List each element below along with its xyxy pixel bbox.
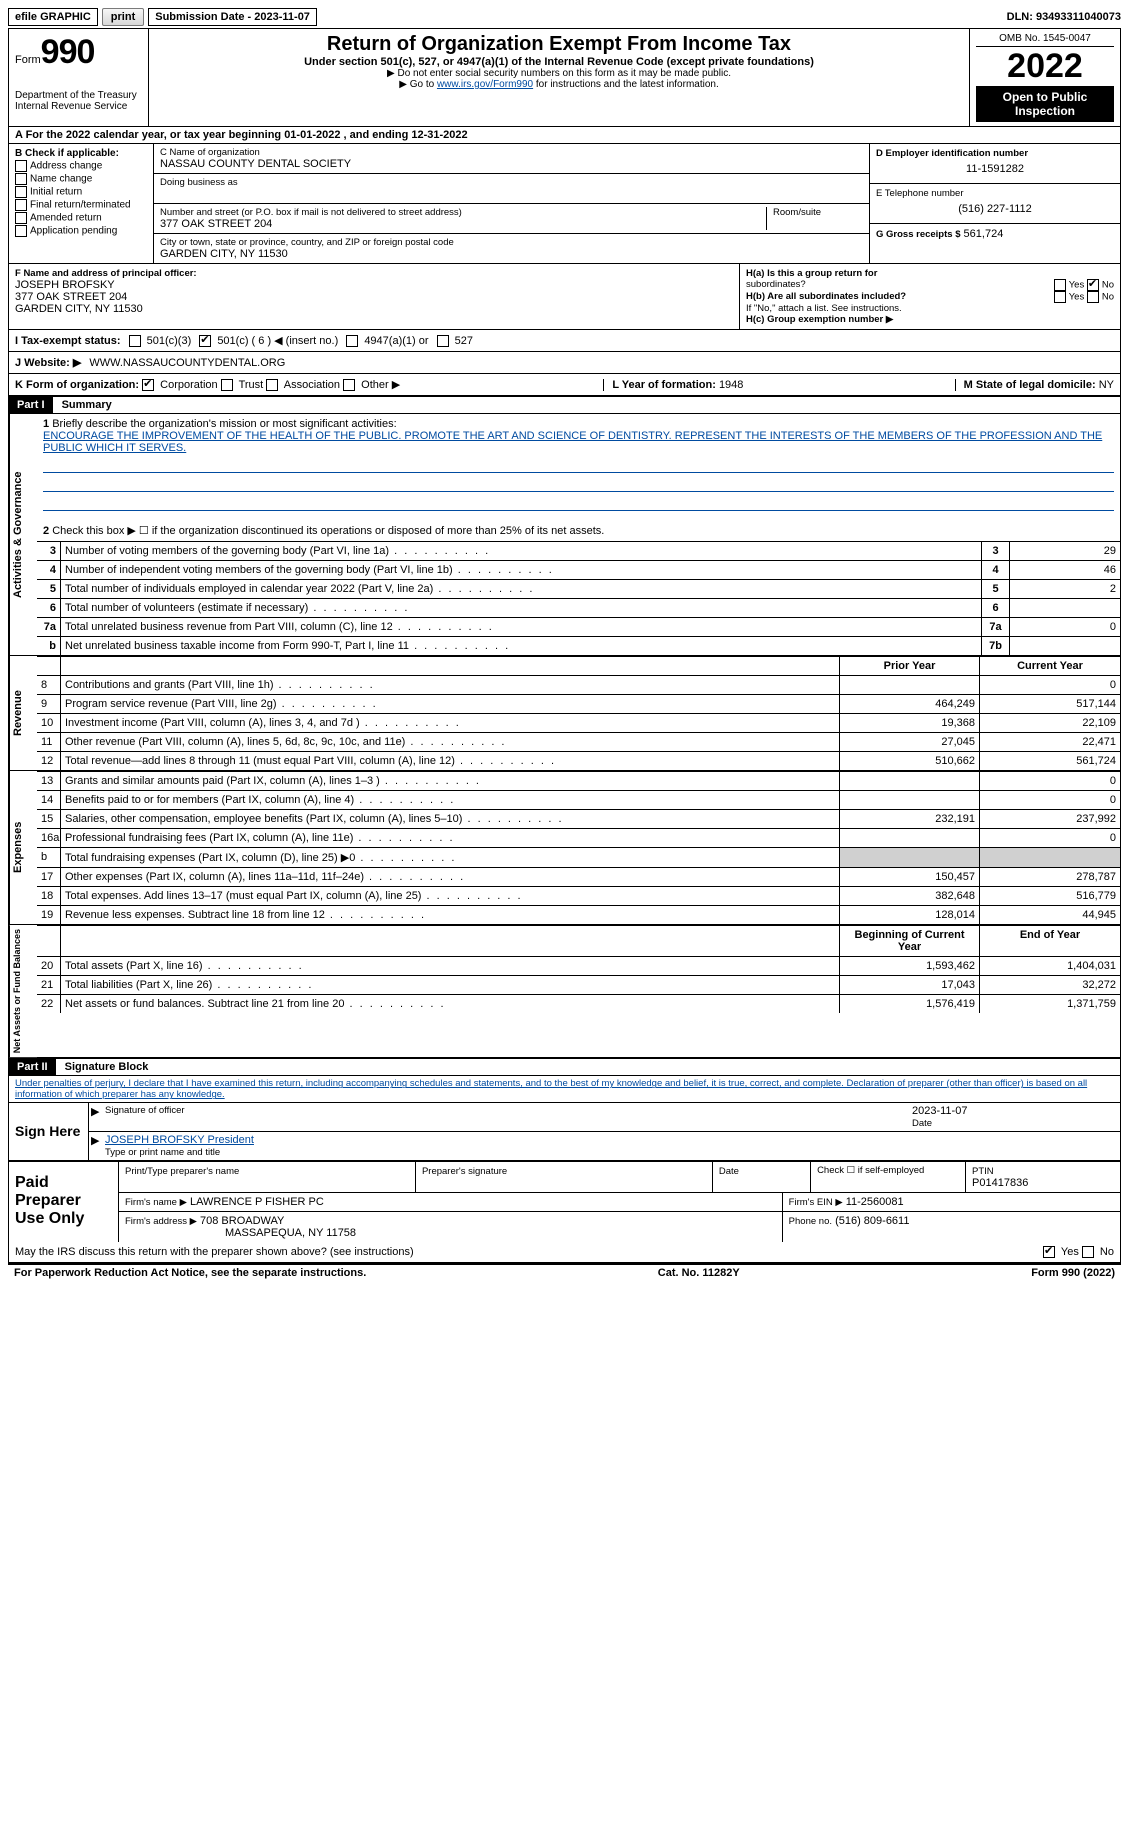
d-label: D Employer identification number xyxy=(876,148,1114,159)
section-bcd: B Check if applicable: Address change Na… xyxy=(9,144,1120,264)
revenue-section: Revenue Prior Year Current Year 8Contrib… xyxy=(9,656,1120,771)
addr-label: Number and street (or P.O. box if mail i… xyxy=(160,207,766,218)
c-name-block: C Name of organization NASSAU COUNTY DEN… xyxy=(154,144,870,263)
netassets-section: Net Assets or Fund Balances Beginning of… xyxy=(9,925,1120,1058)
tax-year: 2022 xyxy=(976,47,1114,86)
q2-block: 2 Check this box ▶ ☐ if the organization… xyxy=(37,519,1120,541)
efile-label: efile GRAPHIC xyxy=(8,8,98,26)
mission-text: ENCOURAGE THE IMPROVEMENT OF THE HEALTH … xyxy=(43,430,1102,454)
dept-label: Department of the Treasury xyxy=(15,90,142,101)
b-check-column: B Check if applicable: Address change Na… xyxy=(9,144,154,263)
g-label: G Gross receipts $ xyxy=(876,229,960,240)
room-label: Room/suite xyxy=(773,207,863,218)
form-container: Form990 Department of the Treasury Inter… xyxy=(8,28,1121,1264)
ein-value: 11-1591282 xyxy=(876,159,1114,179)
may-irs-row: May the IRS discuss this return with the… xyxy=(9,1242,1120,1263)
dln-label: DLN: 93493311040073 xyxy=(1007,11,1121,23)
check-initial-return[interactable]: Initial return xyxy=(15,186,147,198)
k-row: K Form of organization: Corporation Trus… xyxy=(9,374,1120,396)
paid-preparer-block: Paid Preparer Use Only Print/Type prepar… xyxy=(9,1161,1120,1242)
check-address-change[interactable]: Address change xyxy=(15,160,147,172)
omb-number: OMB No. 1545-0047 xyxy=(976,33,1114,47)
expenses-section: Expenses 13Grants and similar amounts pa… xyxy=(9,771,1120,925)
section-a: A For the 2022 calendar year, or tax yea… xyxy=(9,127,1120,144)
check-amended-return[interactable]: Amended return xyxy=(15,212,147,224)
f-label: F Name and address of principal officer: xyxy=(15,268,733,279)
org-name: NASSAU COUNTY DENTAL SOCIETY xyxy=(160,158,863,170)
dba-label: Doing business as xyxy=(160,177,863,188)
d-block: D Employer identification number 11-1591… xyxy=(870,144,1120,263)
page-footer: For Paperwork Reduction Act Notice, see … xyxy=(8,1264,1121,1281)
officer-print-name: JOSEPH BROFSKY President xyxy=(105,1134,254,1146)
form-title: Return of Organization Exempt From Incom… xyxy=(155,33,963,56)
b-label: B Check if applicable: xyxy=(15,148,147,159)
section-fh: F Name and address of principal officer:… xyxy=(9,264,1120,330)
street-address: 377 OAK STREET 204 xyxy=(160,218,766,230)
gross-receipts: 561,724 xyxy=(964,228,1004,240)
i-row: I Tax-exempt status: 501(c)(3) 501(c) ( … xyxy=(9,330,1120,352)
check-application-pending[interactable]: Application pending xyxy=(15,225,147,237)
vtab-exp: Expenses xyxy=(9,771,37,924)
print-button[interactable]: print xyxy=(102,8,144,26)
title-block: Return of Organization Exempt From Incom… xyxy=(149,29,970,126)
check-name-change[interactable]: Name change xyxy=(15,173,147,185)
f-officer-block: F Name and address of principal officer:… xyxy=(9,264,740,329)
vtab-rev: Revenue xyxy=(9,656,37,770)
e-label: E Telephone number xyxy=(876,188,1114,199)
j-row: J Website: ▶ WWW.NASSAUCOUNTYDENTAL.ORG xyxy=(9,352,1120,374)
city-value: GARDEN CITY, NY 11530 xyxy=(160,248,863,260)
form-id-block: Form990 Department of the Treasury Inter… xyxy=(9,29,149,126)
gov-section: Activities & Governance 1 Briefly descri… xyxy=(9,414,1120,656)
officer-addr2: GARDEN CITY, NY 11530 xyxy=(15,303,733,315)
irs-label: Internal Revenue Service xyxy=(15,101,142,112)
part2-header: Part II Signature Block xyxy=(9,1058,1120,1076)
sign-here-block: Sign Here Signature of officer 2023-11-0… xyxy=(9,1102,1120,1161)
declaration-text: Under penalties of perjury, I declare th… xyxy=(9,1076,1120,1102)
form-subtitle: Under section 501(c), 527, or 4947(a)(1)… xyxy=(155,56,963,68)
h-block: H(a) Is this a group return for subordin… xyxy=(740,264,1120,329)
vtab-gov: Activities & Governance xyxy=(9,414,37,655)
top-toolbar: efile GRAPHIC print Submission Date - 20… xyxy=(8,8,1121,26)
open-inspection: Open to Public Inspection xyxy=(976,86,1114,122)
part1-header: Part I Summary xyxy=(9,396,1120,414)
website-url: WWW.NASSAUCOUNTYDENTAL.ORG xyxy=(89,357,285,369)
city-label: City or town, state or province, country… xyxy=(160,237,863,248)
form-number: 990 xyxy=(41,33,95,71)
submission-date: Submission Date - 2023-11-07 xyxy=(148,8,317,26)
note-goto: ▶ Go to www.irs.gov/Form990 for instruct… xyxy=(155,79,963,90)
officer-name: JOSEPH BROFSKY xyxy=(15,279,733,291)
year-block: OMB No. 1545-0047 2022 Open to Public In… xyxy=(970,29,1120,126)
phone-value: (516) 227-1112 xyxy=(876,199,1114,219)
officer-addr1: 377 OAK STREET 204 xyxy=(15,291,733,303)
c-label: C Name of organization xyxy=(160,147,863,158)
note-ssn: ▶ Do not enter social security numbers o… xyxy=(155,68,963,79)
form-header: Form990 Department of the Treasury Inter… xyxy=(9,29,1120,127)
q1-block: 1 Briefly describe the organization's mi… xyxy=(37,414,1120,519)
check-final-return[interactable]: Final return/terminated xyxy=(15,199,147,211)
irs-link[interactable]: www.irs.gov/Form990 xyxy=(437,79,533,90)
form-label: Form xyxy=(15,54,41,66)
vtab-na: Net Assets or Fund Balances xyxy=(9,925,37,1057)
